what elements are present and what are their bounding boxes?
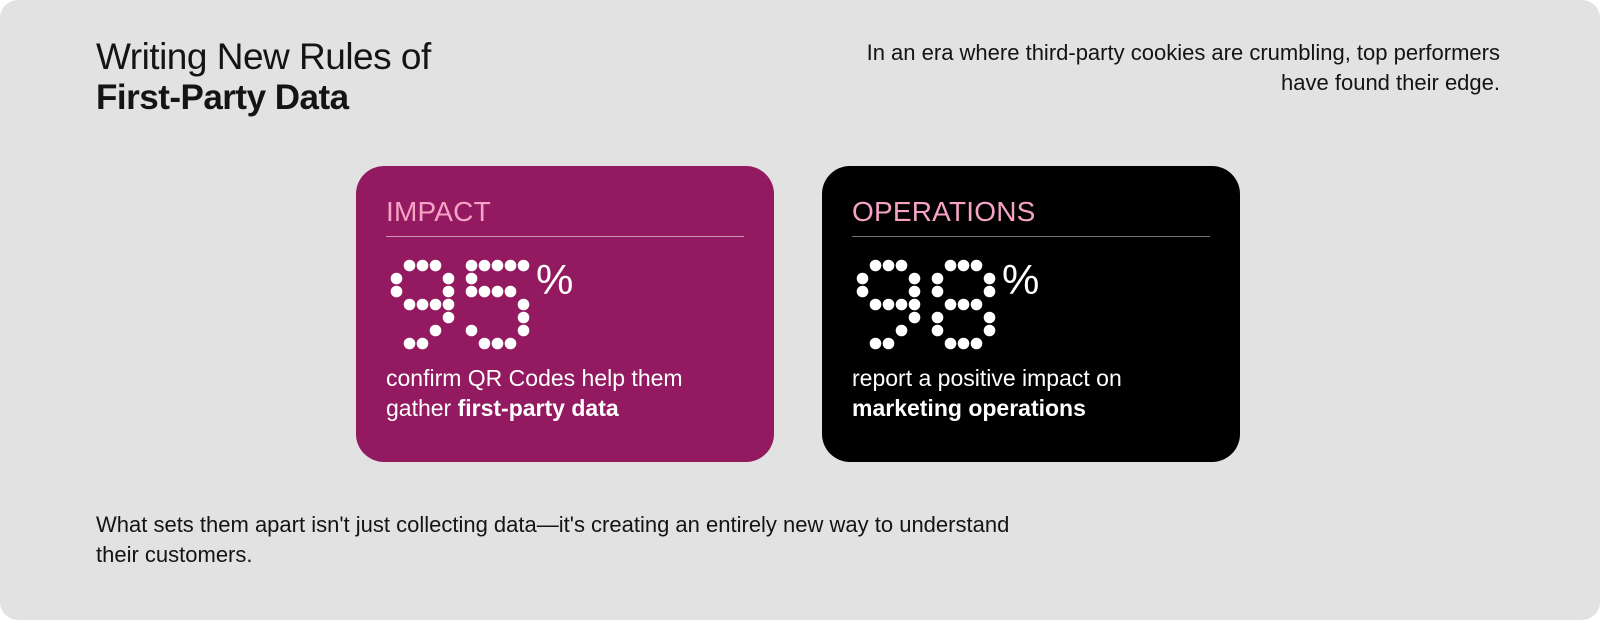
stat-digit-dot xyxy=(504,337,517,350)
stat-digit-dot xyxy=(491,337,504,350)
stat-digit-dot xyxy=(465,285,478,298)
stat-digit-dot xyxy=(882,259,895,272)
stat-digit-dot xyxy=(869,337,882,350)
stat-digit-dot xyxy=(429,259,442,272)
card-description-impact-text: confirm QR Codes help them gather xyxy=(386,365,683,421)
stat-digit-dot xyxy=(504,259,517,272)
stat-digit-dot xyxy=(908,285,921,298)
stat-digit-dot xyxy=(908,311,921,324)
stat-digit-dot xyxy=(517,324,530,337)
card-description-impact-bold: first-party data xyxy=(457,395,619,421)
card-description-operations: report a positive impact on marketing op… xyxy=(852,363,1210,423)
stat-digit-dot xyxy=(491,285,504,298)
stat-digit-dot xyxy=(429,298,442,311)
stat-digit-9 xyxy=(390,259,455,350)
stat-digit-dot xyxy=(478,285,491,298)
impact-card: IMPACT 95 % confirm QR Codes help them g… xyxy=(356,166,774,462)
stat-percent-sign-operations: % xyxy=(1002,256,1040,303)
stat-digit-dot xyxy=(944,337,957,350)
stat-digit-dot xyxy=(957,337,970,350)
stat-digit-dot xyxy=(931,285,944,298)
stat-digit-dot xyxy=(970,337,983,350)
stat-digit-dot xyxy=(517,298,530,311)
stat-digit-dot xyxy=(869,259,882,272)
stat-digits-operations xyxy=(856,259,996,350)
stat-digit-dot xyxy=(931,311,944,324)
stat-digit-dot xyxy=(908,298,921,311)
page-title: Writing New Rules of First-Party Data xyxy=(96,36,431,118)
stat-digit-9 xyxy=(856,259,921,350)
stat-digit-dot xyxy=(403,259,416,272)
stat-digit-dot xyxy=(983,285,996,298)
stat-digit-dot xyxy=(983,311,996,324)
stat-digit-dot xyxy=(931,324,944,337)
stat-digit-8 xyxy=(931,259,996,350)
stat-digit-dot xyxy=(970,259,983,272)
stat-digit-5 xyxy=(465,259,530,350)
stat-digit-dot xyxy=(390,285,403,298)
stat-operations: 98 % xyxy=(852,257,1210,363)
stat-digit-dot xyxy=(442,311,455,324)
stat-digit-dot xyxy=(416,337,429,350)
closing-text: What sets them apart isn't just collecti… xyxy=(96,512,1010,567)
stat-digit-dot xyxy=(442,272,455,285)
stat-digit-dot xyxy=(442,285,455,298)
card-description-operations-text: report a positive impact on xyxy=(852,365,1122,391)
stat-value-impact: 95 xyxy=(386,257,387,258)
stat-percent-sign-impact: % xyxy=(536,256,574,303)
stat-digit-dot xyxy=(465,259,478,272)
stat-digit-dot xyxy=(856,272,869,285)
stat-digit-dot xyxy=(957,298,970,311)
stat-digit-dot xyxy=(517,311,530,324)
stat-digit-dot xyxy=(957,259,970,272)
stat-digit-dot xyxy=(465,272,478,285)
stat-digit-dot xyxy=(403,298,416,311)
stat-digit-dot xyxy=(442,298,455,311)
stat-digit-dot xyxy=(908,272,921,285)
stat-digit-dot xyxy=(856,285,869,298)
stat-digit-dot xyxy=(895,298,908,311)
stat-digit-dot xyxy=(895,259,908,272)
stat-digit-dot xyxy=(882,298,895,311)
stat-digit-dot xyxy=(895,324,908,337)
stat-impact: 95 % xyxy=(386,257,744,363)
card-label-impact: IMPACT xyxy=(386,196,744,237)
stat-digit-dot xyxy=(390,272,403,285)
stat-digit-dot xyxy=(478,259,491,272)
intro-text: In an era where third-party cookies are … xyxy=(866,40,1500,95)
stat-digit-dot xyxy=(491,259,504,272)
stat-digit-dot xyxy=(429,324,442,337)
card-label-operations: OPERATIONS xyxy=(852,196,1210,237)
stat-digit-dot xyxy=(416,259,429,272)
stat-digit-dot xyxy=(465,324,478,337)
stat-digit-dot xyxy=(983,324,996,337)
card-description-impact: confirm QR Codes help them gather first-… xyxy=(386,363,744,423)
stat-digit-dot xyxy=(931,272,944,285)
stat-digit-dot xyxy=(869,298,882,311)
title-line-bold: First-Party Data xyxy=(96,78,349,117)
title-line-regular: Writing New Rules of xyxy=(96,36,431,77)
stat-digit-dot xyxy=(970,298,983,311)
stat-digit-dot xyxy=(882,337,895,350)
stat-digits-impact xyxy=(390,259,530,350)
stat-digit-dot xyxy=(504,285,517,298)
stat-digit-dot xyxy=(944,298,957,311)
stat-digit-dot xyxy=(944,259,957,272)
stat-digit-dot xyxy=(478,337,491,350)
stat-digit-dot xyxy=(983,272,996,285)
operations-card: OPERATIONS 98 % report a positive impact… xyxy=(822,166,1240,462)
stat-digit-dot xyxy=(517,259,530,272)
card-description-operations-bold: marketing operations xyxy=(852,395,1086,421)
stat-digit-dot xyxy=(416,298,429,311)
stat-value-operations: 98 xyxy=(852,257,853,258)
stat-digit-dot xyxy=(403,337,416,350)
